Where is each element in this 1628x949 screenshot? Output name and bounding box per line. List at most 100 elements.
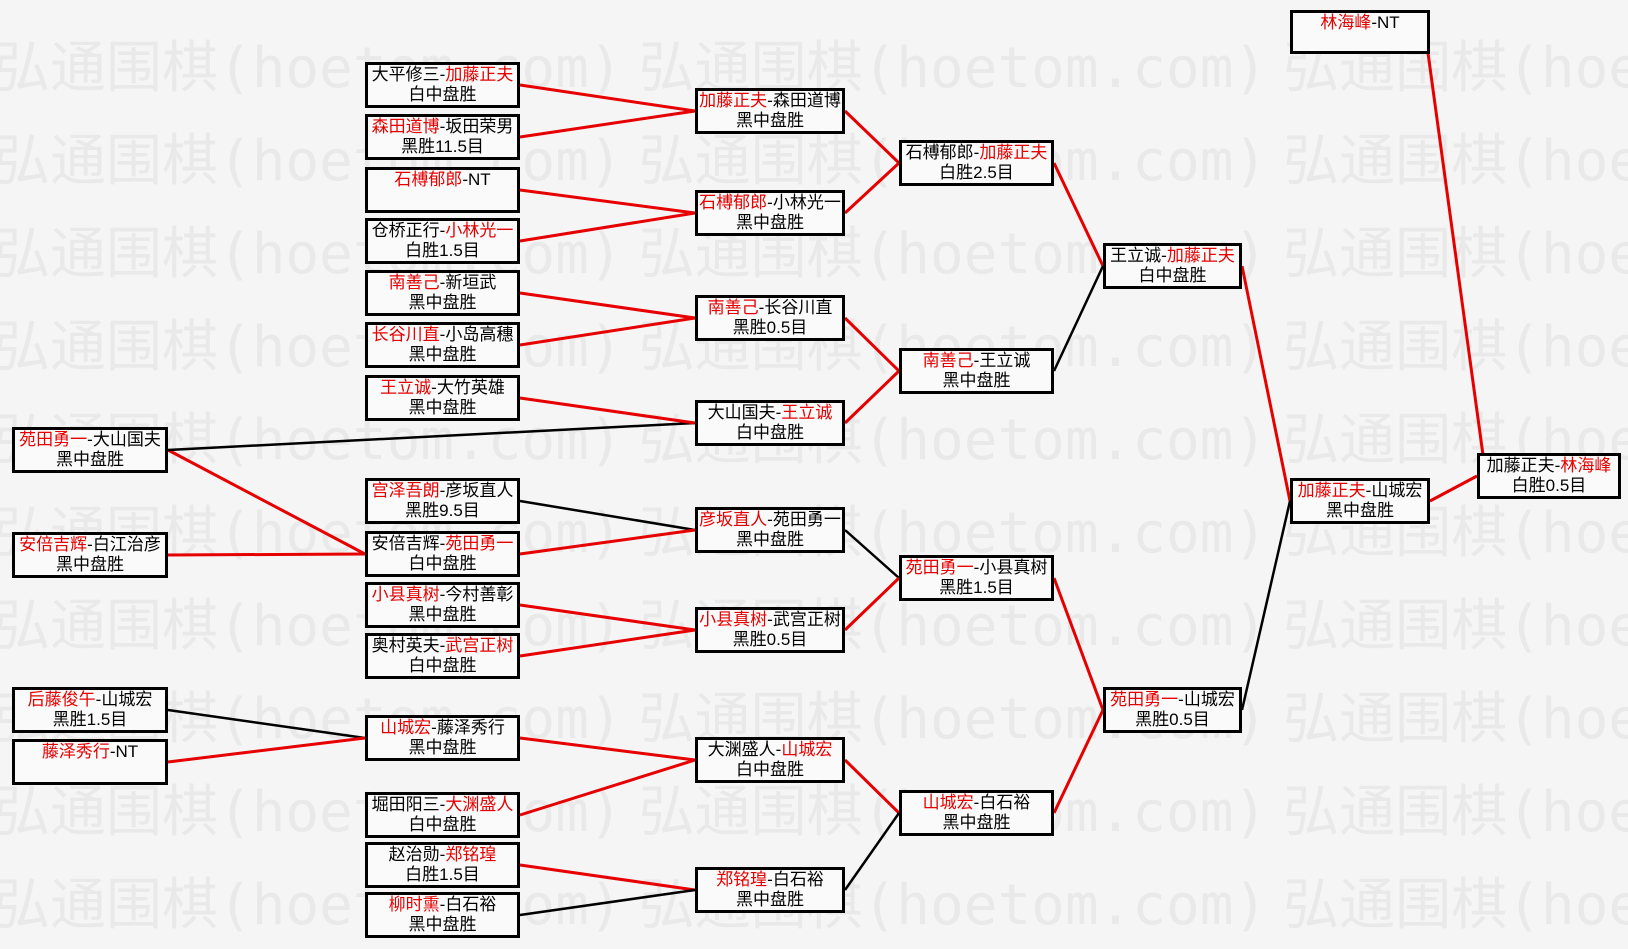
- connector-d3-e2: [1052, 577, 1105, 711]
- match-box-top: 林海峰-NT: [1290, 10, 1430, 54]
- match-box-a4: 藤泽秀行-NT: [12, 739, 168, 785]
- player-1: 大山国夫: [707, 403, 776, 422]
- watermark-text: 弘通围棋(hoetom.com): [1283, 315, 1628, 380]
- player-1: 南善己: [707, 298, 759, 317]
- match-players: 南善己-王立诚: [902, 351, 1051, 371]
- player-2: 山城宏: [101, 690, 153, 709]
- player-1: 南善己: [922, 351, 974, 370]
- separator: -: [439, 534, 446, 553]
- player-1: 郑铭瑝: [716, 870, 768, 889]
- match-result: 黑中盘胜: [408, 293, 477, 312]
- match-players: 加藤正夫-森田道博: [698, 91, 842, 111]
- match-box-a1: 苑田勇一-大山国夫 黑中盘胜: [12, 427, 168, 473]
- player-1: 林海峰: [1320, 13, 1372, 32]
- separator: -: [462, 170, 468, 189]
- player-2: 加藤正夫: [445, 65, 514, 84]
- player-2: 苑田勇一: [772, 510, 841, 529]
- match-players: 石榑郁郎-小林光一: [698, 193, 842, 213]
- match-box-a2: 安倍吉辉-白江治彦 黑中盘胜: [12, 532, 168, 578]
- match-result: 黑胜9.5目: [405, 501, 480, 520]
- connector-d4-e2: [1052, 709, 1105, 814]
- match-players: 南善己-新垣武: [368, 273, 517, 293]
- connector-a3-b12: [167, 708, 366, 740]
- separator: -: [973, 143, 980, 162]
- separator: -: [767, 510, 773, 529]
- match-box-b1: 大平修三-加藤正夫 白中盘胜: [365, 62, 520, 108]
- match-box-b2: 森田道博-坂田荣男 黑胜11.5目: [365, 114, 520, 160]
- match-players: 郑铭瑝-白石裕: [698, 870, 842, 890]
- match-players: 仓桥正行-小林光一: [368, 221, 517, 241]
- player-1: 苑田勇一: [1110, 690, 1179, 709]
- separator: -: [87, 535, 93, 554]
- player-2: 彦坂直人: [445, 481, 514, 500]
- separator: -: [775, 403, 782, 422]
- match-players: 赵治勋-郑铭瑝: [368, 845, 517, 865]
- player-2: 武宫正树: [445, 636, 514, 655]
- player-1: 柳时熏: [388, 895, 440, 914]
- connector-c3-d2: [843, 316, 901, 373]
- connector-e2-f1: [1240, 500, 1292, 711]
- match-result: 黑胜11.5目: [401, 137, 484, 156]
- match-result: 白中盘胜: [408, 815, 477, 834]
- separator: -: [973, 793, 980, 812]
- match-result: 黑胜0.5目: [1135, 710, 1210, 729]
- match-box-b12: 山城宏-藤泽秀行 黑中盘胜: [365, 715, 520, 761]
- connector-b4-c2: [519, 211, 696, 243]
- match-box-c6: 小县真树-武宫正树 黑胜0.5目: [695, 607, 845, 653]
- match-players: 山城宏-白石裕: [902, 793, 1051, 813]
- match-result: 白胜0.5目: [1511, 476, 1587, 495]
- connector-b3-c2: [519, 188, 696, 215]
- separator: -: [973, 351, 980, 370]
- match-box-b13: 堀田阳三-大渊盛人 白中盘胜: [365, 792, 520, 838]
- match-box-b4: 仓桥正行-小林光一 白胜1.5目: [365, 218, 520, 264]
- match-players: 苑田勇一-小县真树: [902, 558, 1051, 578]
- connector-b13-c7: [519, 758, 696, 817]
- match-box-d4: 山城宏-白石裕 黑中盘胜: [899, 790, 1054, 836]
- match-players: 宫泽吾朗-彦坂直人: [368, 481, 517, 501]
- player-1: 小县真树: [371, 585, 440, 604]
- player-2: 大渊盛人: [445, 795, 514, 814]
- player-2: 大山国夫: [92, 430, 161, 449]
- match-players: 南善己-长谷川直: [698, 298, 842, 318]
- separator: -: [87, 430, 93, 449]
- player-1: 长谷川直: [371, 325, 440, 344]
- player-2: 藤泽秀行: [436, 718, 505, 737]
- separator: -: [109, 742, 116, 761]
- player-1: 山城宏: [380, 718, 432, 737]
- connector-a1-c4: [167, 421, 696, 452]
- connector-d2-e1: [1052, 265, 1105, 372]
- separator: -: [439, 65, 446, 84]
- match-players: 石榑郁郎-加藤正夫: [902, 143, 1051, 163]
- match-box-d2: 南善己-王立诚 黑中盘胜: [899, 348, 1054, 394]
- player-2: NT: [115, 742, 139, 761]
- player-1: 王立诚: [1110, 246, 1162, 265]
- player-2: 林海峰: [1560, 456, 1612, 475]
- match-box-e2: 苑田勇一-山城宏 黑胜0.5目: [1103, 687, 1242, 733]
- match-result: 黑中盘胜: [942, 371, 1011, 390]
- player-2: 长谷川直: [764, 298, 833, 317]
- watermark-text: 弘通围棋(hoetom.com): [1283, 594, 1628, 659]
- watermark-text: 弘通围棋(hoetom.com): [1283, 129, 1628, 194]
- player-1: 山城宏: [922, 793, 974, 812]
- player-2: 小县真树: [979, 558, 1048, 577]
- player-1: 石榑郁郎: [699, 193, 768, 212]
- separator: -: [775, 740, 782, 759]
- separator: -: [973, 558, 980, 577]
- match-box-b11: 奥村英夫-武宫正树 白中盘胜: [365, 633, 520, 679]
- watermark-text: 弘通围棋(hoetom.com): [1283, 780, 1628, 845]
- player-2: 白石裕: [979, 793, 1031, 812]
- player-1: 安倍吉辉: [371, 534, 440, 553]
- match-players: 小县真树-武宫正树: [698, 610, 842, 630]
- connector-c4-d2: [843, 369, 901, 425]
- match-players: 安倍吉辉-苑田勇一: [368, 534, 517, 554]
- connector-d1-e1: [1052, 162, 1105, 267]
- match-result: 黑中盘胜: [1326, 501, 1394, 520]
- player-2: 小林光一: [772, 193, 841, 212]
- connector-c1-d1: [843, 109, 901, 165]
- separator: -: [439, 481, 446, 500]
- match-players: 苑田勇一-山城宏: [1106, 690, 1239, 710]
- match-box-c7: 大渊盛人-山城宏 白中盘胜: [695, 737, 845, 783]
- connector-e1-f1: [1240, 265, 1292, 502]
- match-result: 白中盘胜: [408, 85, 477, 104]
